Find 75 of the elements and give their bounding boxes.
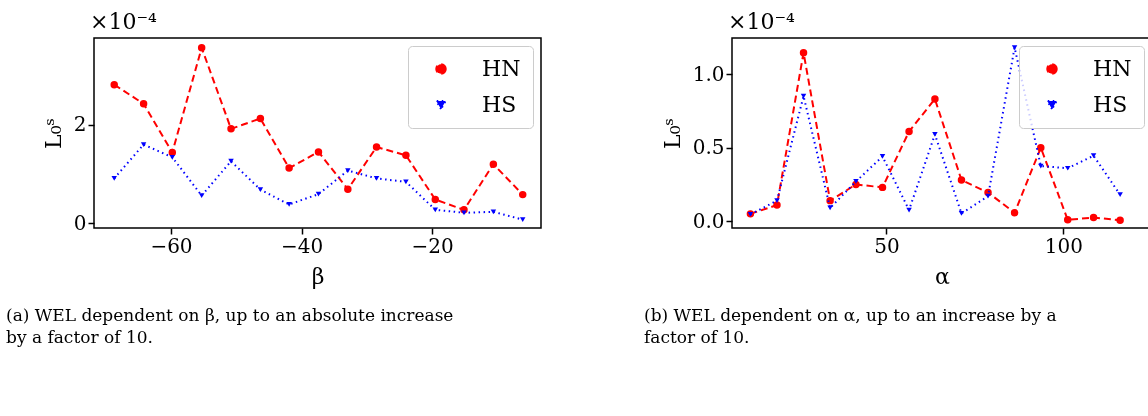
point — [853, 179, 859, 184]
point — [314, 148, 323, 156]
point — [1117, 192, 1123, 198]
point — [228, 158, 234, 164]
point — [315, 191, 322, 197]
point — [957, 176, 966, 184]
x-tick-label: −20 — [411, 233, 454, 258]
y-tick-label: 1.0 — [692, 61, 725, 86]
point — [985, 193, 991, 199]
legend-label: HS — [482, 92, 517, 117]
point — [198, 193, 205, 198]
point — [800, 93, 807, 99]
point — [931, 95, 939, 103]
point — [958, 211, 965, 216]
point — [461, 210, 467, 216]
point — [932, 132, 938, 137]
point — [1011, 45, 1018, 50]
legend-label: HN — [1093, 56, 1132, 81]
x-tick-label: 50 — [874, 233, 900, 258]
point — [852, 180, 860, 189]
point — [826, 196, 834, 205]
y-tick-label: 0.5 — [692, 135, 725, 160]
x-tick-label: −60 — [150, 233, 193, 258]
x-tick-label: 100 — [1044, 233, 1084, 258]
y-tick-label: 0.0 — [692, 208, 725, 233]
point — [432, 207, 439, 213]
text: (b) WEL dependent on α, up to an increase by a factor of 10. — [644, 305, 1057, 347]
point — [1037, 143, 1045, 152]
point — [110, 80, 118, 89]
point — [345, 168, 351, 173]
point — [490, 209, 497, 215]
point — [169, 154, 176, 160]
point — [256, 114, 265, 123]
point — [286, 202, 292, 207]
x-axis-title: β — [311, 263, 325, 289]
point — [1116, 216, 1124, 224]
y-axis-title: L₀ˢ — [40, 118, 66, 149]
y-tick-label: 2 — [73, 112, 87, 137]
point — [1089, 213, 1098, 222]
point — [140, 142, 147, 147]
point — [799, 48, 808, 57]
point — [1090, 153, 1097, 159]
point — [489, 160, 498, 168]
point — [1063, 216, 1072, 224]
x-axis-title: α — [935, 263, 951, 289]
legend-label: HN — [482, 56, 521, 81]
y-axis-title: L₀ˢ — [659, 118, 685, 149]
point — [168, 148, 177, 157]
point — [402, 151, 410, 160]
point — [1010, 209, 1019, 217]
legend-label: HS — [1093, 92, 1128, 117]
point — [431, 195, 440, 204]
point — [773, 201, 781, 209]
point — [1064, 165, 1071, 171]
text: ×10⁻⁴ — [90, 9, 158, 34]
point — [879, 154, 886, 159]
point — [905, 127, 913, 136]
point — [403, 179, 409, 185]
point — [227, 125, 235, 133]
y-tick-label: 0 — [73, 210, 87, 235]
point — [373, 176, 380, 181]
text: (a) WEL dependent on β, up to an absolute increase by a factor of 10. — [6, 305, 454, 347]
point — [111, 176, 117, 181]
point — [344, 185, 352, 193]
point — [197, 44, 206, 52]
point — [519, 217, 526, 223]
point — [372, 143, 381, 151]
text: ×10⁻⁴ — [728, 9, 796, 34]
point — [139, 100, 148, 108]
point — [878, 183, 887, 192]
point — [257, 187, 264, 193]
point — [774, 198, 780, 203]
x-tick-label: −40 — [280, 233, 324, 258]
point — [285, 164, 293, 172]
point — [518, 190, 527, 199]
